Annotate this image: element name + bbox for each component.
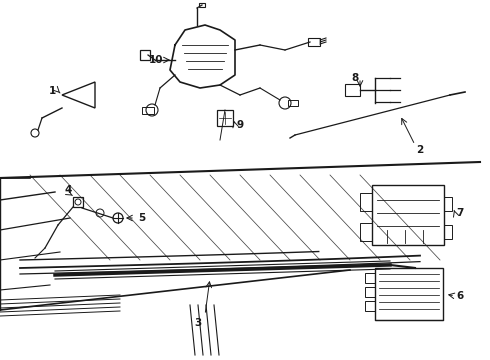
Bar xyxy=(365,301,375,311)
Bar xyxy=(375,268,443,320)
Text: 7: 7 xyxy=(456,208,464,218)
Bar xyxy=(140,50,150,60)
Bar xyxy=(365,287,375,297)
Bar xyxy=(360,223,372,241)
Text: 4: 4 xyxy=(64,185,72,195)
Bar xyxy=(360,193,372,211)
Bar xyxy=(73,197,83,207)
Text: 8: 8 xyxy=(351,73,359,83)
Bar xyxy=(142,107,154,114)
Text: 10: 10 xyxy=(148,55,163,65)
Bar xyxy=(345,84,360,96)
Text: 2: 2 xyxy=(416,145,424,155)
Bar xyxy=(372,185,444,245)
Bar xyxy=(365,273,375,283)
Bar xyxy=(199,3,205,7)
Text: 5: 5 xyxy=(138,213,146,223)
Text: 6: 6 xyxy=(456,291,464,301)
Text: 9: 9 xyxy=(237,120,244,130)
Bar xyxy=(308,38,320,46)
Bar xyxy=(444,197,452,211)
Bar xyxy=(217,110,233,126)
Text: 1: 1 xyxy=(49,86,56,96)
Bar xyxy=(444,225,452,239)
Text: 3: 3 xyxy=(195,318,201,328)
Bar xyxy=(288,100,298,106)
